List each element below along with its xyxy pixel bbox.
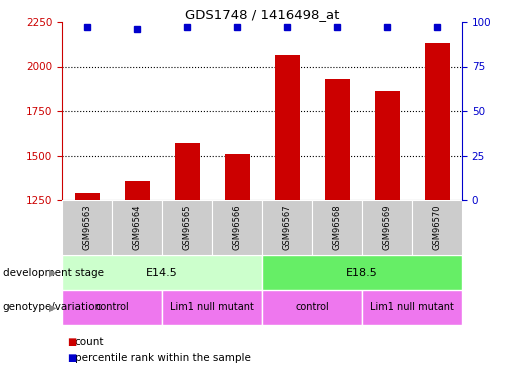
Bar <box>412 200 462 255</box>
Text: Lim1 null mutant: Lim1 null mutant <box>170 303 254 312</box>
Bar <box>262 255 462 290</box>
Bar <box>424 44 450 200</box>
Bar <box>112 200 162 255</box>
Bar <box>125 181 149 200</box>
Bar <box>312 200 362 255</box>
Bar <box>62 200 112 255</box>
Text: control: control <box>295 303 329 312</box>
Bar <box>225 154 249 200</box>
Bar <box>374 92 400 200</box>
Text: development stage: development stage <box>3 267 104 278</box>
Text: GSM96566: GSM96566 <box>232 205 242 251</box>
Text: GSM96567: GSM96567 <box>283 205 291 251</box>
Bar <box>62 255 262 290</box>
Text: Lim1 null mutant: Lim1 null mutant <box>370 303 454 312</box>
Text: ▶: ▶ <box>49 303 57 312</box>
Text: GSM96568: GSM96568 <box>333 205 341 251</box>
Text: percentile rank within the sample: percentile rank within the sample <box>75 353 251 363</box>
Bar <box>212 200 262 255</box>
Bar <box>262 200 312 255</box>
Bar <box>162 200 212 255</box>
Title: GDS1748 / 1416498_at: GDS1748 / 1416498_at <box>185 8 339 21</box>
Text: count: count <box>75 337 105 347</box>
Text: control: control <box>95 303 129 312</box>
Text: genotype/variation: genotype/variation <box>3 303 101 312</box>
Text: GSM96563: GSM96563 <box>82 205 92 251</box>
Text: GSM96564: GSM96564 <box>132 205 142 250</box>
Bar <box>175 143 199 200</box>
Text: GSM96569: GSM96569 <box>383 205 391 250</box>
Text: ■: ■ <box>67 337 76 347</box>
Text: GSM96565: GSM96565 <box>182 205 192 250</box>
Bar <box>274 55 300 200</box>
Text: ▶: ▶ <box>49 267 57 278</box>
Bar <box>75 193 99 200</box>
Bar <box>62 290 162 325</box>
Bar <box>324 79 350 200</box>
Bar <box>362 290 462 325</box>
Text: E14.5: E14.5 <box>146 267 178 278</box>
Bar <box>362 200 412 255</box>
Text: GSM96570: GSM96570 <box>433 205 441 250</box>
Bar <box>162 290 262 325</box>
Text: ■: ■ <box>67 353 76 363</box>
Bar <box>262 290 362 325</box>
Text: E18.5: E18.5 <box>346 267 378 278</box>
